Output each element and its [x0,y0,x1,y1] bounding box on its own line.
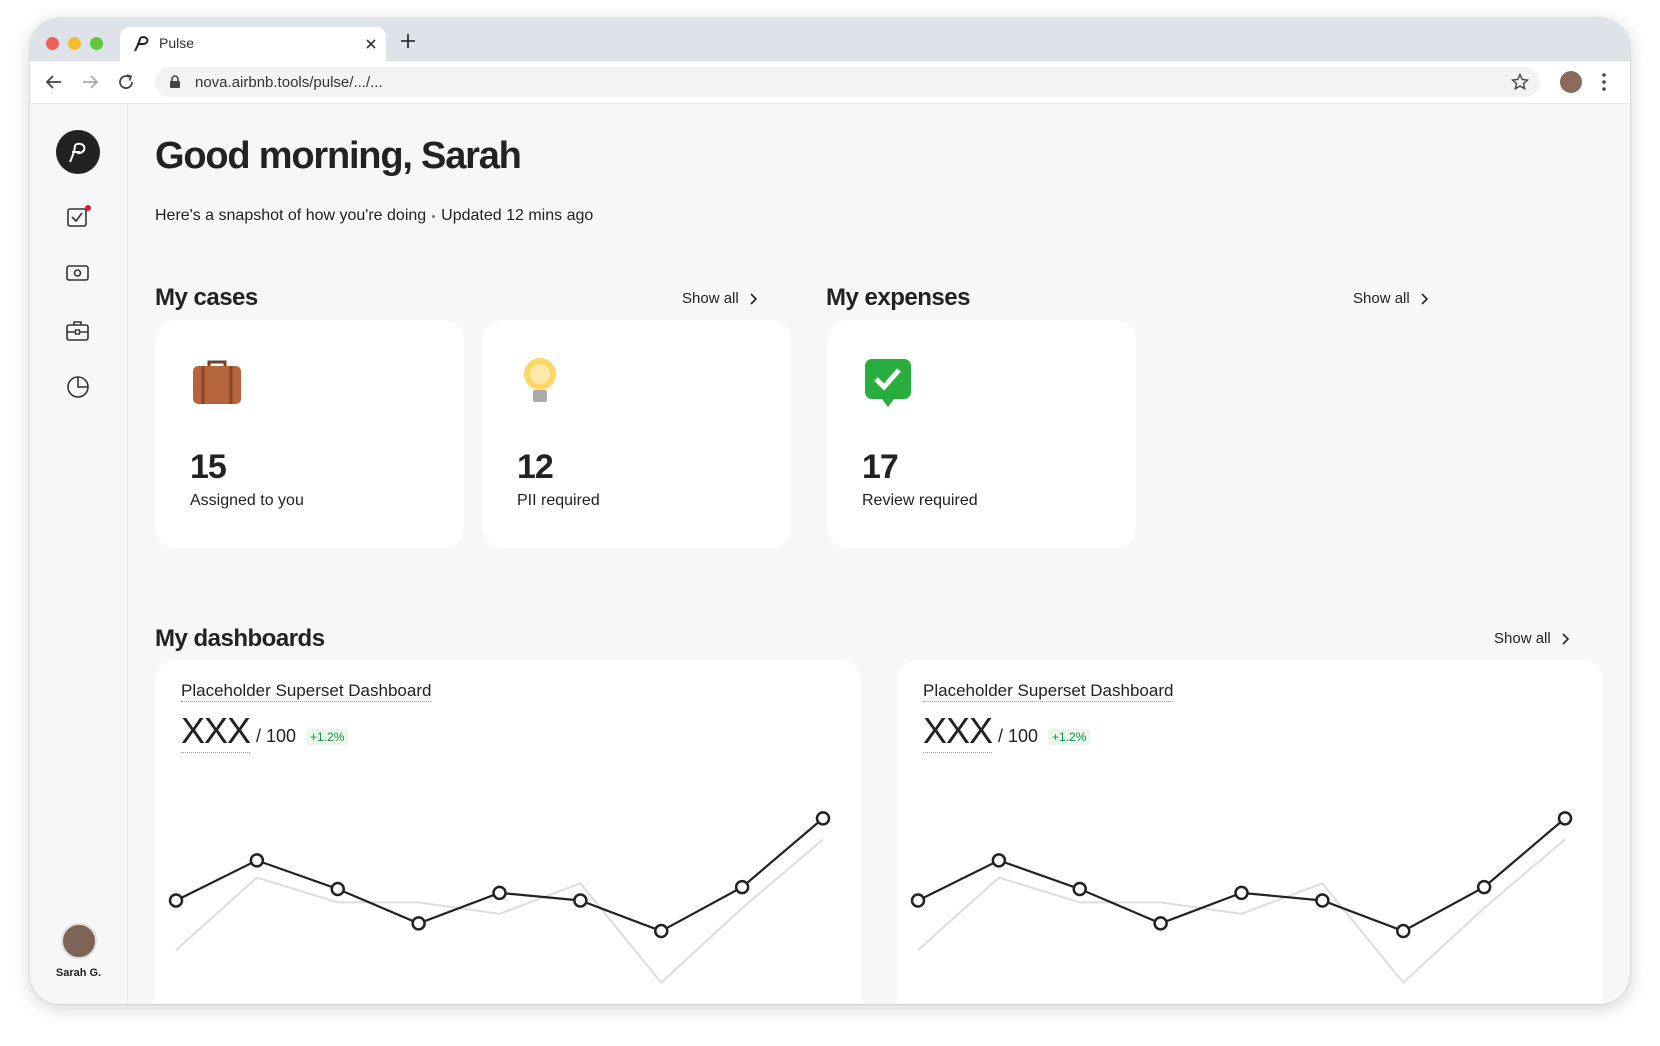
expense-card[interactable]: 17 Review required [827,320,1136,548]
change-badge: +1.2% [306,729,349,745]
tasks-icon[interactable] [66,205,92,229]
card-value: 12 [517,448,554,486]
line-chart [910,811,1573,985]
dashboards-icon[interactable] [66,375,90,399]
card-label: PII required [517,492,600,509]
data-point [1315,893,1330,908]
series-line [175,838,824,985]
metric-value: XXX [181,710,251,753]
user-name: Sarah G. [55,967,102,979]
cases-icon[interactable] [66,320,90,342]
section-title: My cases [155,284,258,311]
chevron [1562,632,1569,645]
reload-button[interactable] [117,73,135,91]
data-point [330,881,345,897]
card-value: 17 [862,448,899,486]
updated-time: Updated 12 mins ago [441,207,594,224]
tab-bar: Pulse [30,18,1630,61]
data-point [815,811,831,826]
back-button[interactable] [45,73,63,91]
show-all-link[interactable]: Show all [1353,290,1428,307]
dashboard-title: Placeholder Superset Dashboard [923,681,1174,702]
data-point [654,923,669,939]
dashboard-title: Placeholder Superset Dashboard [181,681,432,702]
address-row: nova.airbnb.tools/pulse/.../... [30,61,1630,104]
metric-denominator: / 100 [256,726,297,746]
data-point [1476,879,1492,895]
expenses-icon[interactable] [66,264,90,282]
show-all-text: Show all [682,290,739,307]
case-card[interactable]: 15 Assigned to you [155,320,464,548]
data-point [734,879,750,895]
data-point [1557,811,1573,826]
card-label: Assigned to you [190,492,304,509]
separator [432,214,436,218]
subtitle: Here's a snapshot of how you're doing [155,207,427,224]
tab-title: Pulse [159,35,195,51]
card-value: 15 [190,448,227,486]
show-all-link[interactable]: Show all [1494,630,1569,647]
menu-button[interactable] [1601,72,1607,92]
maximize-window[interactable] [90,37,103,50]
data-point [1072,881,1087,897]
tab-close[interactable] [365,38,377,50]
url-bar[interactable]: nova.airbnb.tools/pulse/.../... [155,67,1540,97]
app-logo[interactable] [56,130,100,174]
chevron [750,292,757,305]
data-point [411,916,426,931]
data-point [910,893,926,908]
lock-icon [170,75,180,88]
browser-window: Pulse nova.airbnb.tools/pulse/.../... Sa… [30,18,1630,1004]
data-point [1396,923,1411,939]
dashboard-card[interactable]: Placeholder Superset Dashboard XXX/ 100 +1… [897,660,1603,1004]
briefcase-icon [193,360,241,404]
data-point [492,885,507,901]
dashboard-card[interactable]: Placeholder Superset Dashboard XXX/ 100 +1… [155,660,861,1004]
change-badge: +1.2% [1048,729,1091,745]
data-point [1153,916,1168,931]
show-all-text: Show all [1494,630,1551,647]
show-all-text: Show all [1353,290,1410,307]
series-line [917,838,1566,985]
metric-value: XXX [923,710,993,753]
show-all-link[interactable]: Show all [682,290,757,307]
url-text: nova.airbnb.tools/pulse/.../... [195,74,383,91]
chevron [1421,292,1428,305]
line-chart [168,811,831,985]
new-tab[interactable] [400,33,416,49]
greeting: Good morning, Sarah [155,135,522,177]
card-label: Review required [862,492,978,509]
forward-button[interactable] [81,73,99,91]
data-point [1234,885,1249,901]
tab-icon [134,36,149,52]
tab[interactable]: Pulse [120,27,386,61]
profile-avatar[interactable] [1560,71,1582,93]
data-point [168,893,184,908]
subtitle-row: Here's a snapshot of how you're doing Up… [155,207,593,225]
bookmark-star[interactable] [1511,73,1529,91]
data-point [573,893,588,908]
section-title: My dashboards [155,625,325,652]
section-title: My expenses [826,284,970,311]
sidebar: Sarah G. [30,103,128,1004]
data-point [991,853,1007,868]
bulb-icon [524,358,556,402]
close-window[interactable] [46,37,59,50]
minimize-window[interactable] [68,37,81,50]
data-point [249,853,265,868]
case-card[interactable]: 12 PII required [482,320,791,548]
metric-denominator: / 100 [998,726,1039,746]
user-avatar[interactable] [61,923,97,959]
check-icon [865,359,911,407]
